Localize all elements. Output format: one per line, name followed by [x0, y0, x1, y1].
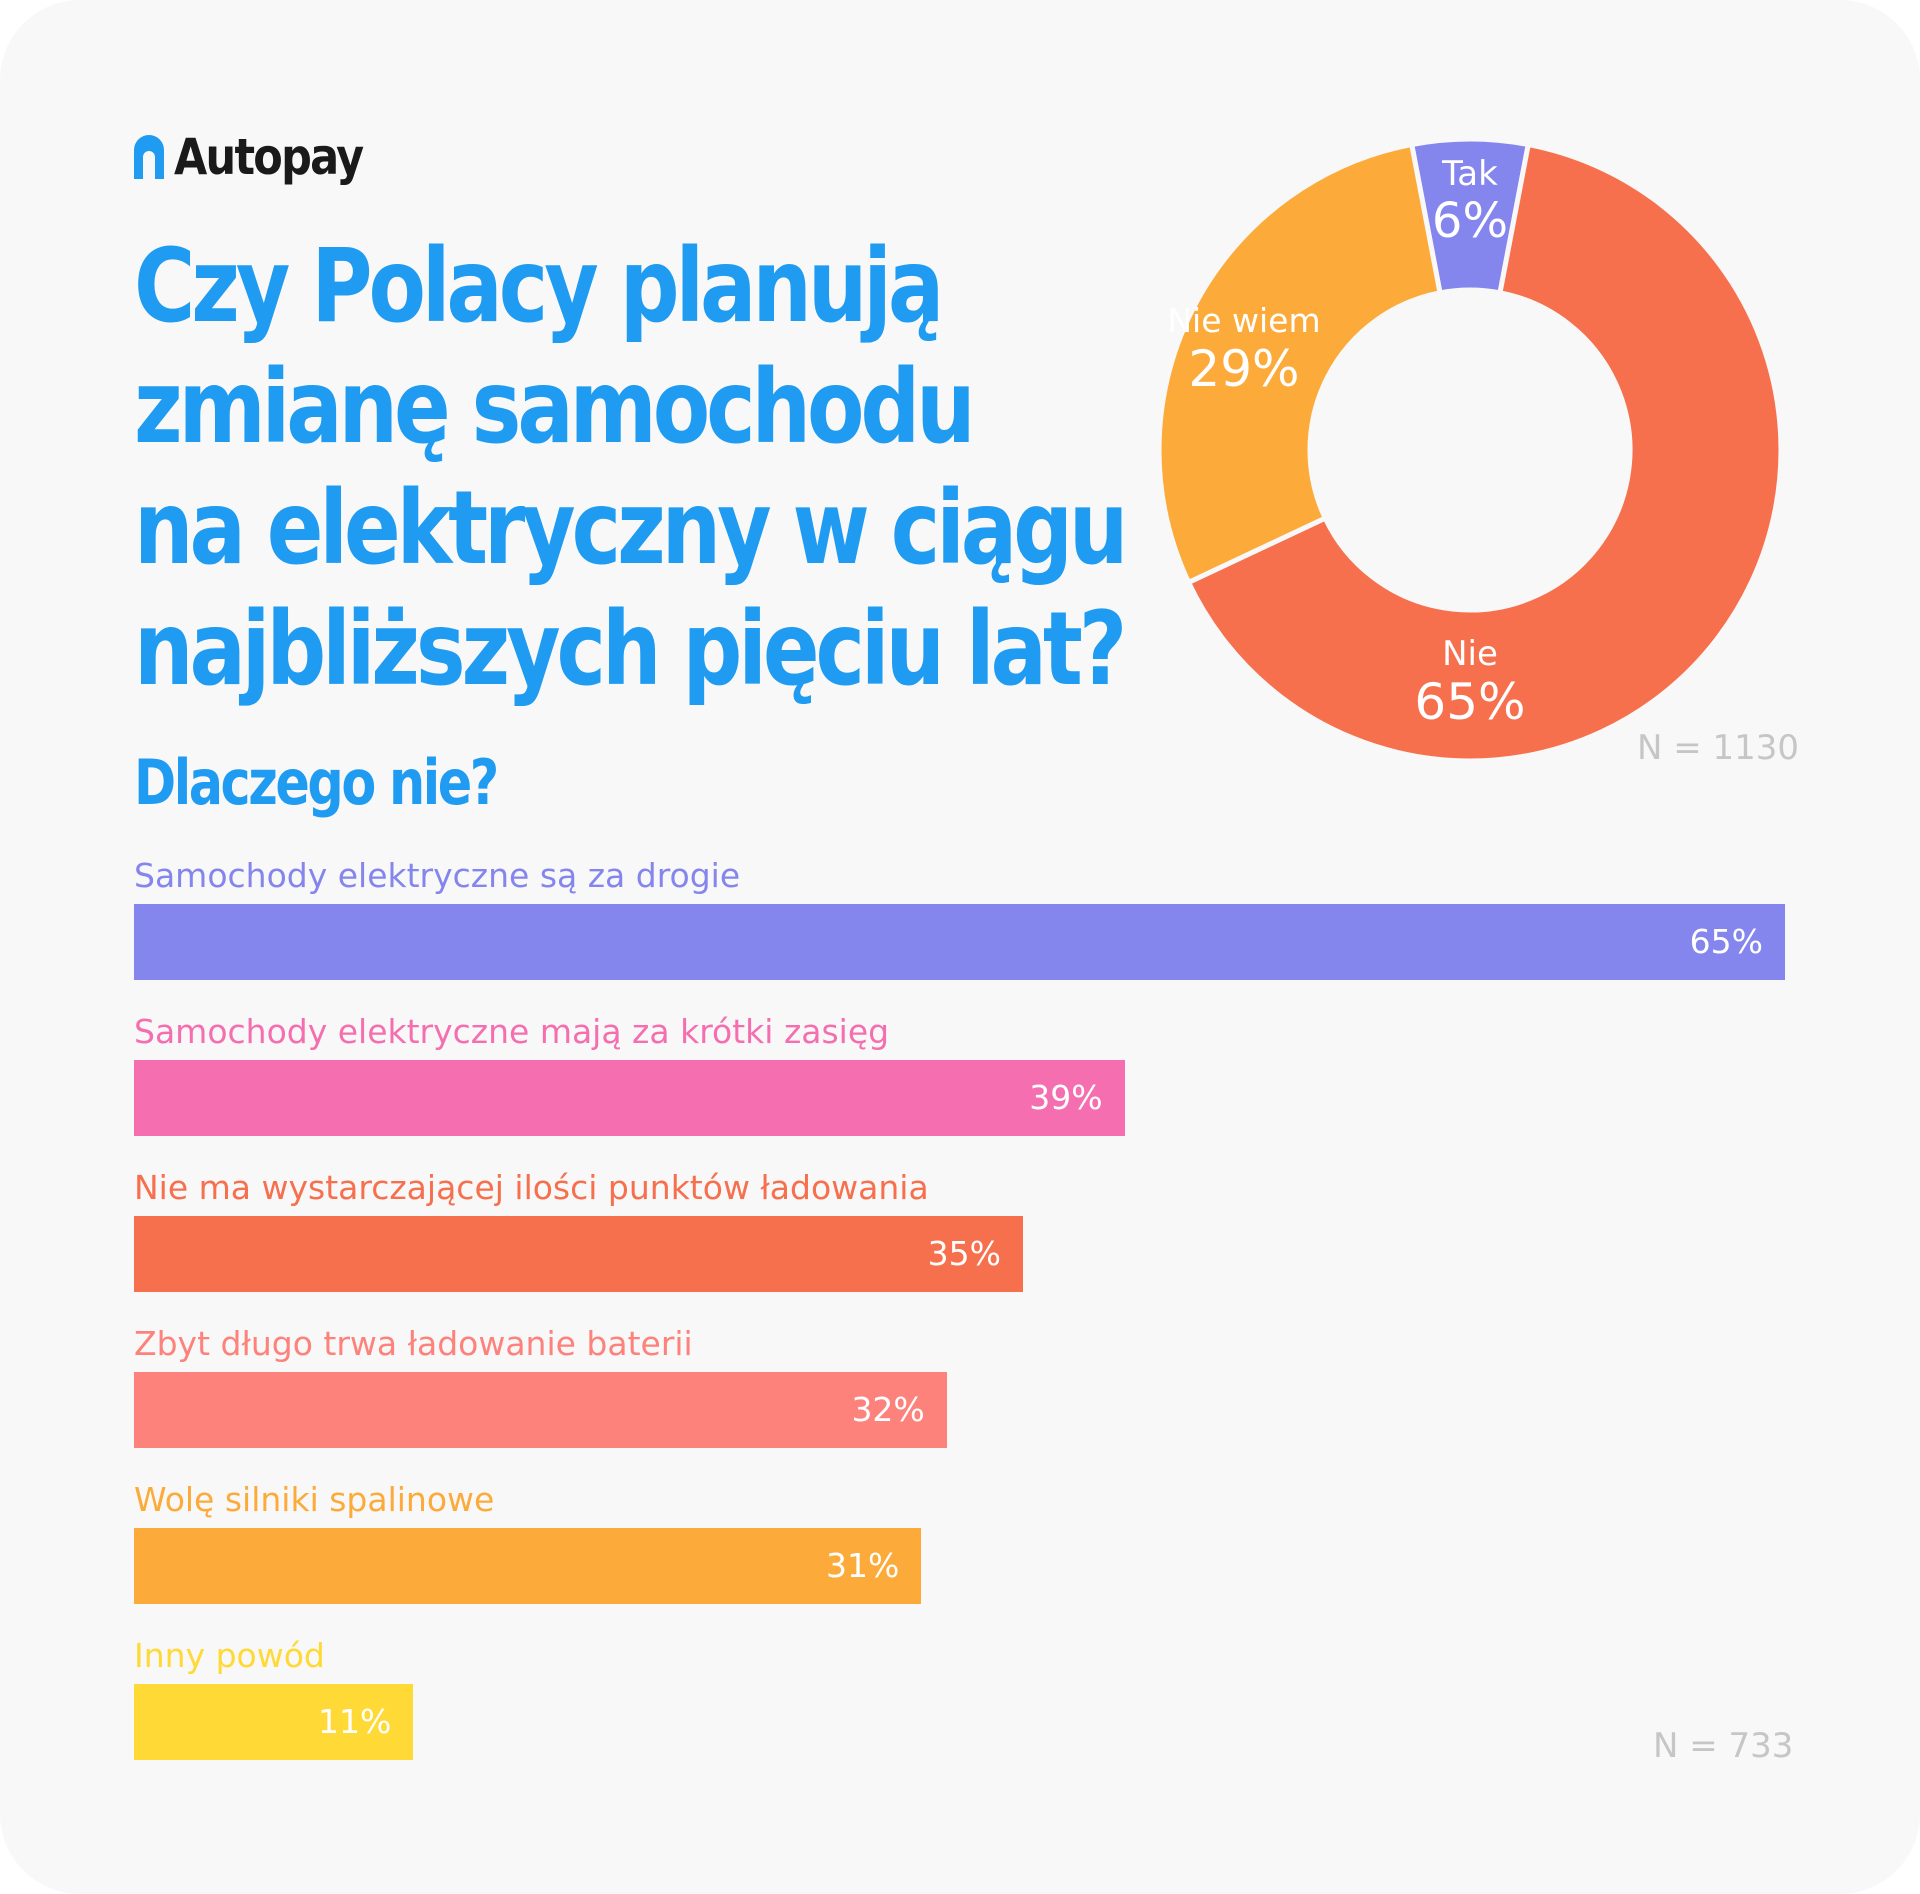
bar-value-label: 65%	[1689, 922, 1763, 961]
title-line: Czy Polacy planują	[134, 227, 944, 346]
page-title: Czy Polacy planują zmianę samochodu na e…	[134, 226, 1128, 710]
bar: 65%	[134, 904, 1785, 980]
bar-category-label: Nie ma wystarczającej ilości punktów ład…	[134, 1168, 929, 1207]
bar-chart-title: Dlaczego nie?	[134, 746, 499, 819]
bar-value-label: 32%	[851, 1390, 925, 1429]
bar-category-label: Wolę silniki spalinowe	[134, 1480, 495, 1519]
bar-category-label: Zbyt długo trwa ładowanie baterii	[134, 1324, 693, 1363]
donut-label: Nie wiem	[1167, 301, 1320, 340]
bar-category-label: Samochody elektryczne mają za krótki zas…	[134, 1012, 890, 1051]
donut-sample-note: N = 1130	[1637, 728, 1800, 768]
bar: 31%	[134, 1528, 922, 1604]
title-line: zmianę samochodu	[134, 348, 976, 467]
donut-slice-nie-wiem	[1156, 141, 1443, 586]
bar: 32%	[134, 1372, 947, 1448]
bar-sample-note: N = 733	[1653, 1726, 1794, 1766]
brand-logo: Autopay	[134, 128, 393, 186]
brand-name: Autopay	[174, 128, 364, 186]
bar: 39%	[134, 1060, 1125, 1136]
donut-value-label: 29%	[1188, 340, 1299, 398]
bar-value-label: 35%	[927, 1234, 1001, 1273]
donut-value-label: 65%	[1414, 673, 1525, 731]
bar-value-label: 39%	[1029, 1078, 1103, 1117]
donut-slice-nie	[1185, 141, 1784, 764]
bar-value-label: 11%	[318, 1702, 392, 1741]
bar-category-label: Samochody elektryczne są za drogie	[134, 856, 741, 895]
bar-value-label: 31%	[826, 1546, 900, 1585]
title-line: najbliższych pięciu lat?	[134, 590, 1127, 709]
bar: 35%	[134, 1216, 1023, 1292]
donut-label: Nie	[1442, 634, 1498, 674]
autopay-logo-icon	[134, 135, 164, 179]
donut-label: Tak	[1441, 154, 1498, 194]
title-line: na elektryczny w ciągu	[134, 469, 1128, 588]
bar-category-label: Inny powód	[134, 1636, 325, 1675]
donut-value-label: 6%	[1432, 193, 1508, 249]
bar: 11%	[134, 1684, 414, 1760]
